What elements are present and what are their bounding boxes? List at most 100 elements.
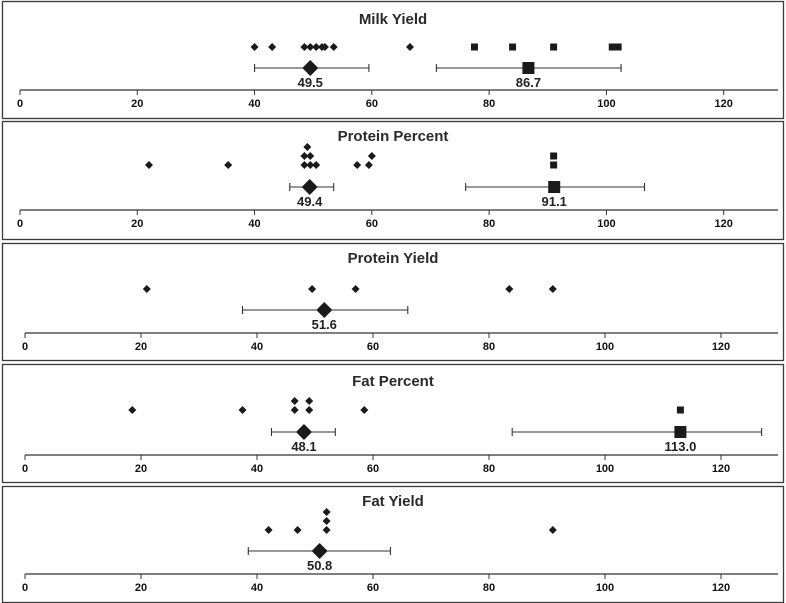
panel-4: Fat Percent 0 20 40 60 80 100 120 48.1 113.0	[1, 363, 785, 484]
data-point	[300, 43, 309, 51]
data-point	[550, 152, 558, 160]
x-tick-label: 60	[366, 218, 378, 230]
panel-title: Protein Yield	[348, 250, 439, 267]
mean-label: 51.6	[312, 317, 337, 332]
mean-marker	[302, 60, 319, 76]
x-tick-label: 100	[597, 218, 615, 230]
data-point	[322, 526, 331, 534]
data-point	[312, 161, 321, 169]
panel-2: Protein Percent 0 20 40 60 80 100 120 49.4 91.1	[1, 120, 785, 241]
mean-marker	[295, 424, 312, 440]
x-tick-label: 0	[22, 341, 28, 353]
x-tick-label: 80	[483, 463, 495, 475]
data-point	[614, 43, 622, 51]
data-point	[405, 43, 414, 51]
data-point	[470, 43, 478, 51]
panel-title: Fat Yield	[362, 493, 424, 510]
x-tick-label: 60	[367, 463, 379, 475]
x-tick-label: 120	[712, 582, 730, 594]
data-point	[322, 517, 331, 525]
data-point	[128, 406, 137, 414]
x-tick-label: 40	[248, 98, 260, 110]
data-point	[303, 143, 312, 151]
panel-title: Protein Percent	[338, 128, 449, 145]
mean-marker	[311, 543, 328, 559]
panel-5: Fat Yield 0 20 40 60 80 100 120 50.8	[1, 485, 785, 603]
data-point	[550, 161, 558, 169]
x-tick-label: 0	[22, 463, 28, 475]
data-point	[329, 43, 338, 51]
data-point	[308, 285, 317, 293]
mean-label: 113.0	[664, 439, 696, 454]
mean-label: 86.7	[516, 75, 541, 90]
data-point	[224, 161, 233, 169]
data-point	[300, 152, 309, 160]
data-point	[290, 397, 299, 405]
data-point	[351, 285, 360, 293]
panel-title: Milk Yield	[359, 11, 427, 28]
data-point	[145, 161, 154, 169]
x-tick-label: 40	[251, 582, 263, 594]
mean-label: 91.1	[542, 194, 567, 209]
x-tick-label: 80	[483, 218, 495, 230]
panel-frame	[1, 0, 785, 120]
mean-label: 48.1	[291, 439, 316, 454]
mean-marker	[548, 181, 561, 193]
data-point	[306, 43, 315, 51]
x-tick-label: 20	[131, 218, 143, 230]
mean-label: 49.4	[297, 194, 323, 209]
mean-marker	[522, 62, 535, 74]
x-tick-label: 120	[712, 341, 730, 353]
x-tick-label: 60	[366, 98, 378, 110]
x-tick-label: 40	[251, 463, 263, 475]
data-point	[550, 43, 558, 51]
x-tick-label: 20	[135, 582, 147, 594]
x-tick-label: 0	[17, 98, 23, 110]
x-tick-label: 100	[596, 341, 614, 353]
data-point	[142, 285, 151, 293]
data-point	[548, 526, 557, 534]
data-point	[360, 406, 369, 414]
mean-marker	[301, 179, 318, 195]
data-point	[306, 161, 315, 169]
x-tick-label: 100	[596, 463, 614, 475]
panel-frame	[1, 242, 785, 362]
x-tick-label: 0	[22, 582, 28, 594]
x-tick-label: 120	[715, 98, 733, 110]
mean-marker	[674, 426, 687, 438]
x-tick-label: 20	[135, 463, 147, 475]
data-point	[238, 406, 247, 414]
panel-1: Milk Yield 0 20 40 60 80 100 120 49.5 86.7	[1, 0, 785, 120]
panel-frame	[1, 363, 785, 484]
x-tick-label: 40	[248, 218, 260, 230]
x-tick-label: 60	[367, 341, 379, 353]
data-point	[305, 406, 314, 414]
x-tick-label: 120	[712, 463, 730, 475]
data-point	[290, 406, 299, 414]
data-point	[264, 526, 273, 534]
data-point	[608, 43, 616, 51]
data-point	[505, 285, 514, 293]
x-tick-label: 100	[597, 98, 615, 110]
data-point	[322, 508, 331, 516]
data-point	[676, 406, 684, 414]
data-point	[268, 43, 277, 51]
data-point	[312, 43, 321, 51]
data-point	[509, 43, 517, 51]
data-point	[300, 161, 309, 169]
panel-3: Protein Yield 0 20 40 60 80 100 120 51.6	[1, 242, 785, 362]
panel-frame	[1, 120, 785, 241]
data-point	[320, 43, 329, 51]
data-point	[364, 161, 373, 169]
x-tick-label: 20	[135, 341, 147, 353]
x-tick-label: 80	[483, 582, 495, 594]
data-point	[548, 285, 557, 293]
x-tick-label: 0	[17, 218, 23, 230]
x-tick-label: 80	[483, 98, 495, 110]
panel-title: Fat Percent	[352, 373, 434, 390]
mean-label: 49.5	[298, 75, 323, 90]
data-point	[367, 152, 376, 160]
mean-label: 50.8	[307, 558, 332, 573]
